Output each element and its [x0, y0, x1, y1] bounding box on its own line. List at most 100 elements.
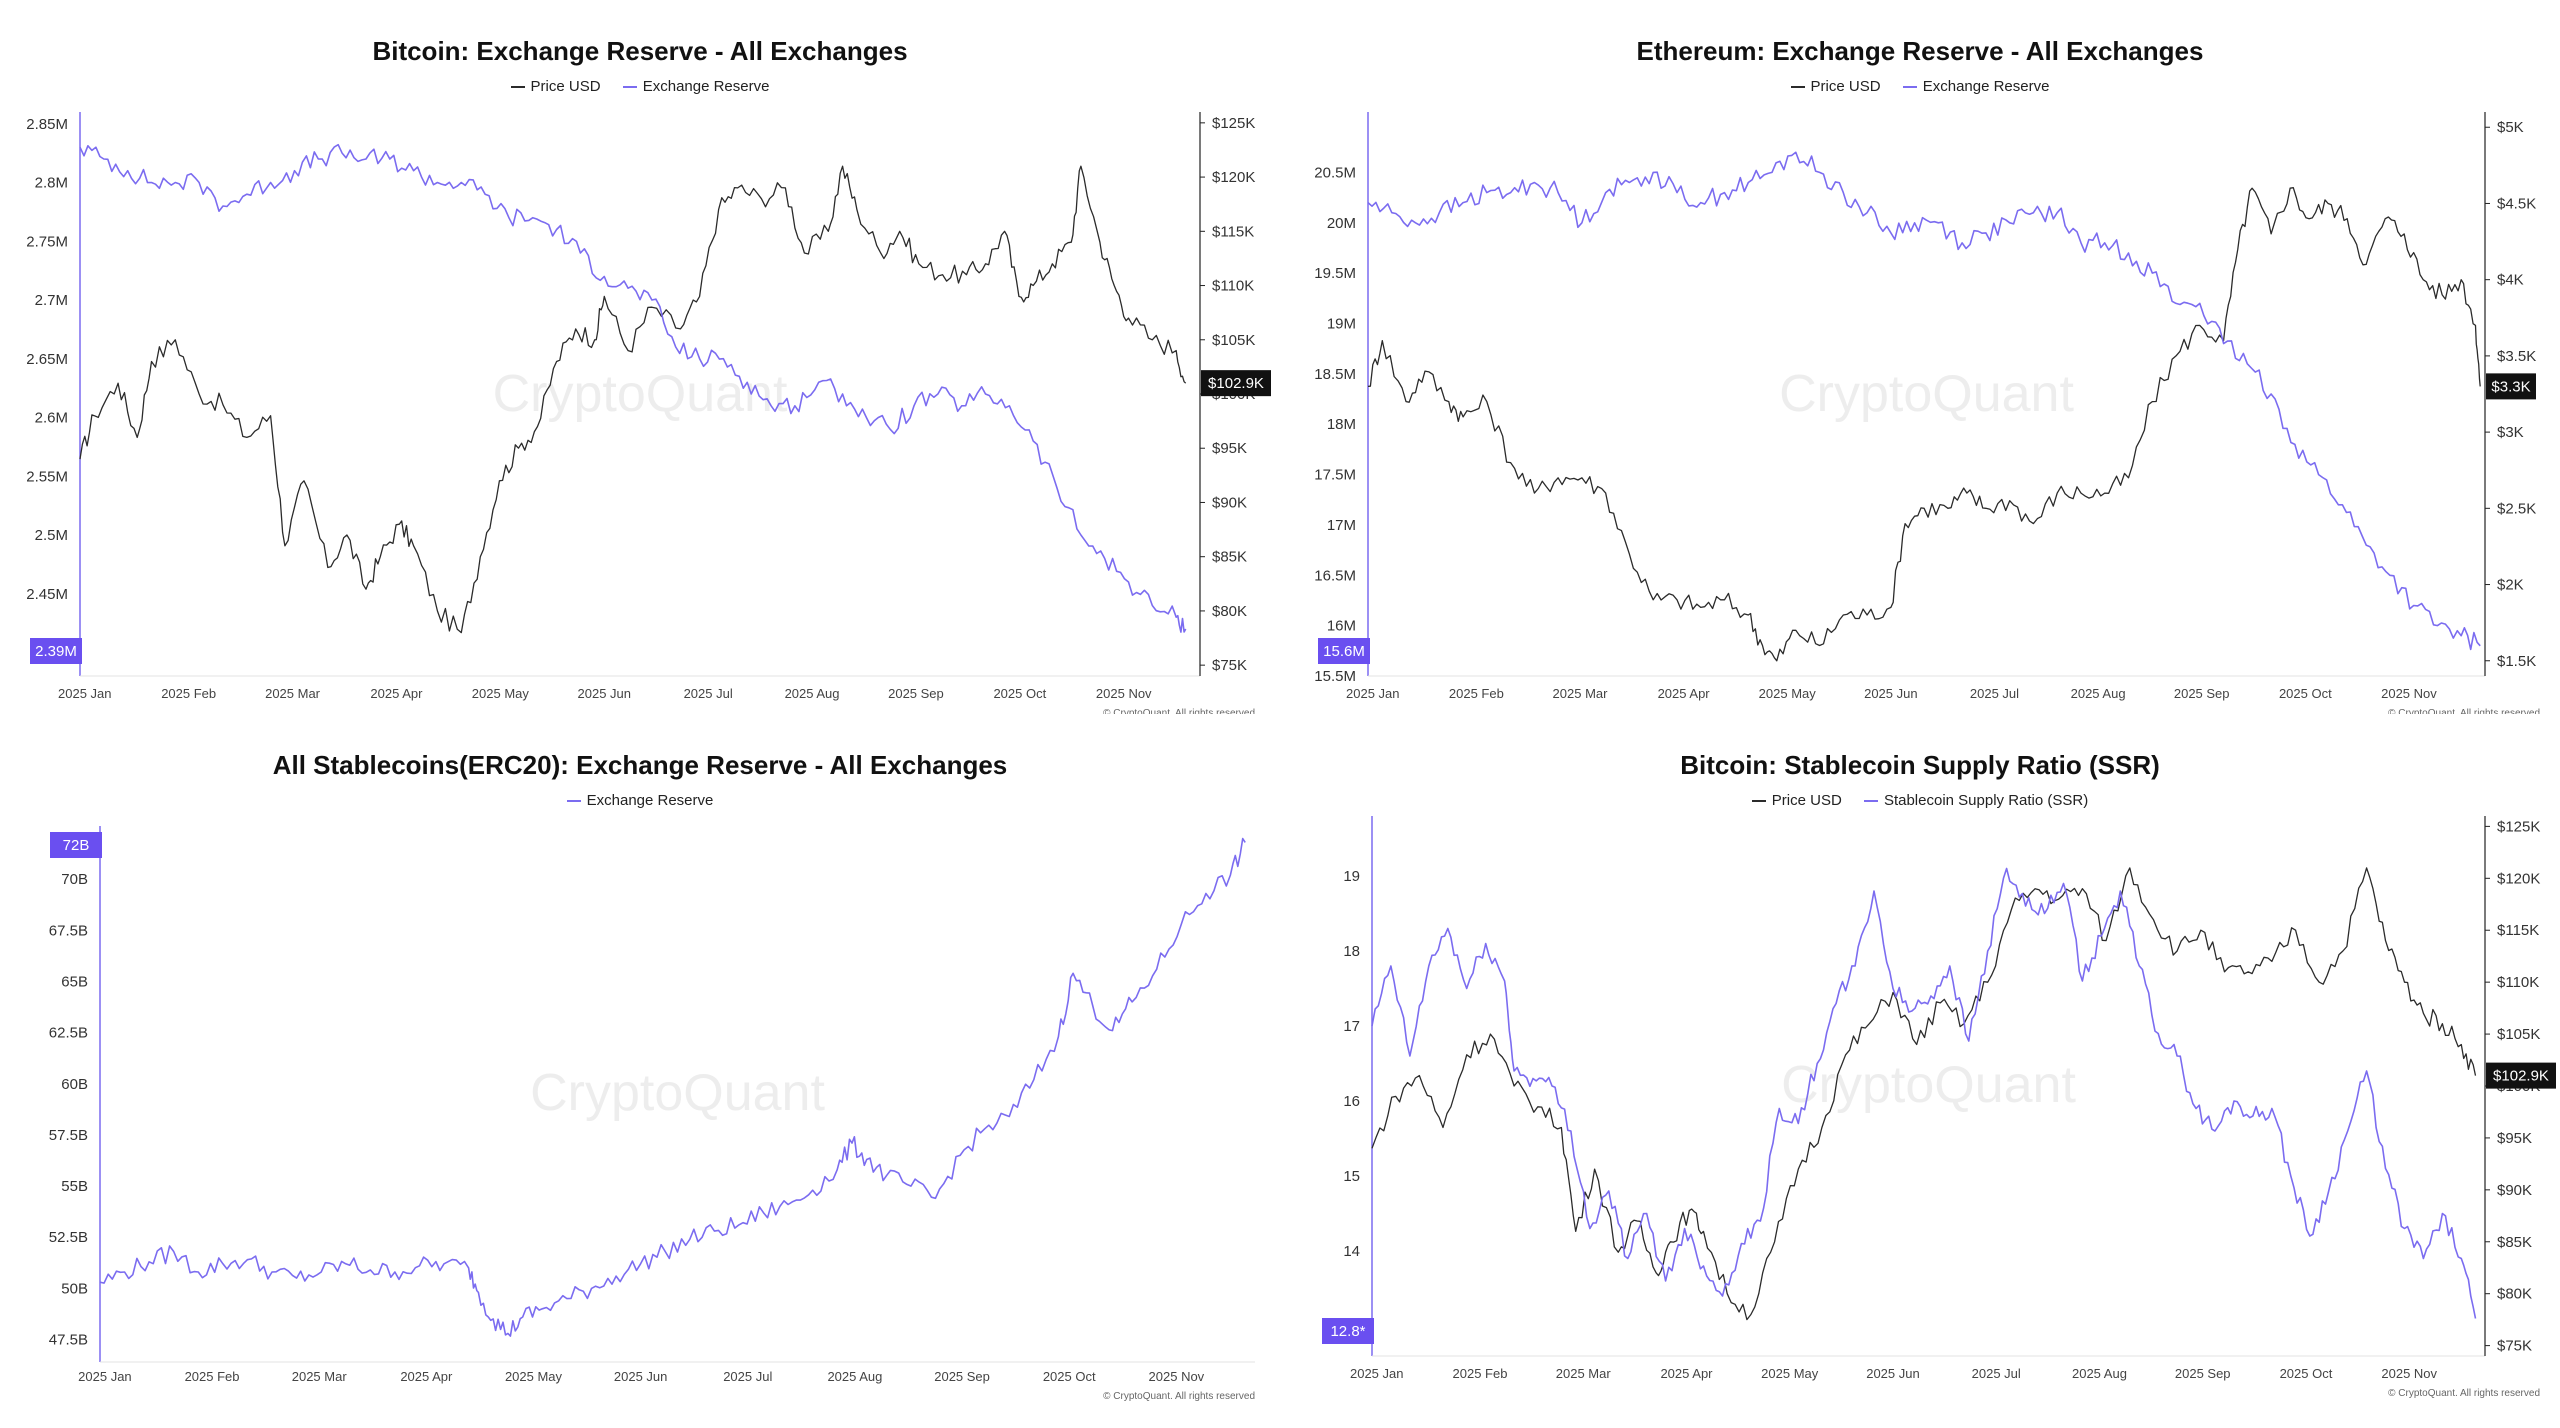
right-tick-label: $115K [1212, 223, 1254, 240]
chart-title: Ethereum: Exchange Reserve - All Exchang… [1636, 36, 2204, 66]
legend-price-usd[interactable]: Price USD [1751, 792, 1842, 809]
right-tick-label: $85K [1212, 549, 1247, 566]
right-tick-label: $80K [2497, 1286, 2532, 1303]
x-tick-label: 2025 Aug [2072, 1366, 2127, 1381]
left-value-badge [1318, 638, 1370, 664]
series-line-price-usd [79, 165, 1187, 634]
right-tick-label: $105K [1212, 332, 1255, 349]
left-tick-label: 19 [1343, 868, 1360, 885]
legend-exchange-reserve[interactable]: Exchange Reserve [566, 792, 713, 809]
series-line-exchange-reserve [99, 837, 1246, 1337]
chart-legend: Price USD Exchange Reserve [0, 78, 1280, 95]
chart-panel-ssr: Bitcoin: Stablecoin Supply Ratio (SSR) P… [1280, 714, 2560, 1428]
x-tick-label: 2025 Oct [1043, 1369, 1096, 1384]
chart-panel-stablecoin-reserve: All Stablecoins(ERC20): Exchange Reserve… [0, 714, 1280, 1428]
x-tick-label: 2025 Feb [161, 686, 216, 701]
x-tick-label: 2025 May [472, 686, 530, 701]
left-tick-label: 14 [1343, 1243, 1360, 1260]
left-tick-label: 2.55M [26, 468, 68, 485]
x-tick-label: 2025 Jul [723, 1369, 772, 1384]
left-value-badge-text: 2.39M [35, 643, 77, 660]
chart-panel-eth-reserve: Ethereum: Exchange Reserve - All Exchang… [1280, 0, 2560, 714]
x-tick-label: 2025 May [505, 1369, 563, 1384]
right-value-badge [1201, 370, 1271, 397]
series-line-exchange-reserve [79, 143, 1187, 633]
x-tick-label: 2025 Mar [1553, 686, 1609, 701]
x-tick-label: 2025 Sep [888, 686, 944, 701]
right-tick-label: $95K [2497, 1130, 2532, 1147]
x-tick-label: 2025 May [1759, 686, 1817, 701]
legend-price-usd[interactable]: Price USD [510, 78, 601, 95]
x-tick-label: 2025 Jul [684, 686, 733, 701]
right-tick-label: $115K [2497, 922, 2539, 939]
left-tick-label: 19.5M [1314, 265, 1356, 282]
x-tick-label: 2025 Aug [2071, 686, 2126, 701]
x-tick-label: 2025 Mar [265, 686, 321, 701]
left-tick-label: 19M [1327, 316, 1356, 333]
copyright: © CryptoQuant. All rights reserved [2388, 1388, 2540, 1399]
x-tick-label: 2025 Jul [1970, 686, 2019, 701]
chart-legend: Exchange Reserve [0, 792, 1280, 809]
right-tick-label: $110K [2497, 974, 2539, 991]
chart-title: All Stablecoins(ERC20): Exchange Reserve… [272, 750, 1008, 780]
x-tick-label: 2025 Oct [993, 686, 1046, 701]
legend-exchange-reserve[interactable]: Exchange Reserve [1902, 78, 2049, 95]
series-line-stablecoin-supply-ratio-ssr- [1371, 867, 2477, 1319]
left-tick-label: 65B [61, 973, 88, 990]
x-tick-label: 2025 Apr [370, 686, 423, 701]
x-tick-label: 2025 Feb [1449, 686, 1504, 701]
right-value-badge [2486, 373, 2536, 400]
stablecoin-reserve-chart: CryptoQuant7270B67.5B65B62.5B60B57.5B55B… [49, 826, 1255, 1402]
watermark: CryptoQuant [1781, 1056, 2076, 1114]
watermark: CryptoQuant [1779, 365, 2074, 423]
right-tick-label: $80K [1212, 603, 1247, 620]
x-tick-label: 2025 Mar [1556, 1366, 1612, 1381]
left-tick-label: 62.5B [49, 1025, 88, 1042]
left-value-badge [1322, 1318, 1374, 1344]
right-tick-label: $5K [2497, 119, 2524, 136]
left-tick-label: 20M [1327, 215, 1356, 232]
left-tick-label: 2.75M [26, 233, 68, 250]
x-tick-label: 2025 Jun [1866, 1366, 1920, 1381]
x-tick-label: 2025 Sep [2175, 1366, 2231, 1381]
legend-price-usd[interactable]: Price USD [1790, 78, 1881, 95]
x-tick-label: 2025 Nov [2381, 686, 2437, 701]
left-value-badge-text: 15.6M [1323, 643, 1365, 660]
x-tick-label: 2025 Oct [2280, 1366, 2333, 1381]
left-tick-label: 2.6M [35, 410, 68, 427]
right-tick-label: $75K [2497, 1338, 2532, 1355]
right-tick-label: $110K [1212, 278, 1254, 295]
right-tick-label: $85K [2497, 1234, 2532, 1251]
right-tick-label: $95K [1212, 440, 1247, 457]
left-tick-label: 57.5B [49, 1127, 88, 1144]
left-tick-label: 16.5M [1314, 567, 1356, 584]
x-tick-label: 2025 Jan [78, 1369, 132, 1384]
left-tick-label: 2.7M [35, 292, 68, 309]
x-tick-label: 2025 Sep [2174, 686, 2230, 701]
right-value-badge-text: $3.3K [2491, 378, 2530, 395]
left-tick-label: 2.85M [26, 116, 68, 133]
legend-ssr[interactable]: Stablecoin Supply Ratio (SSR) [1863, 792, 2088, 809]
watermark: CryptoQuant [530, 1064, 825, 1122]
copyright: © CryptoQuant. All rights reserved [1103, 708, 1255, 714]
right-tick-label: $105K [2497, 1026, 2540, 1043]
right-tick-label: $1.5K [2497, 653, 2536, 670]
left-tick-label: 67.5B [49, 922, 88, 939]
x-tick-label: 2025 Jan [58, 686, 112, 701]
right-tick-label: $75K [1212, 657, 1247, 674]
x-tick-label: 2025 May [1761, 1366, 1819, 1381]
left-tick-label: 2.45M [26, 586, 68, 603]
left-tick-label: 17.5M [1314, 467, 1356, 484]
eth-reserve-chart: CryptoQuant 20.5M 20M 19.5M 19M 18.5M 18M 17.5M… [1314, 112, 2540, 714]
left-tick-label: 47.5B [49, 1331, 88, 1348]
legend-exchange-reserve[interactable]: Exchange Reserve [622, 78, 769, 95]
right-tick-label: $125K [1212, 115, 1255, 132]
chart-legend: Price USD Stablecoin Supply Ratio (SSR) [1280, 792, 2560, 809]
left-tick-label: 16M [1327, 618, 1356, 635]
left-tick-label: 17 [1343, 1018, 1360, 1035]
x-tick-label: 2025 Feb [1453, 1366, 1508, 1381]
left-tick-label: 55B [61, 1178, 88, 1195]
series-line-price-usd [1371, 867, 2477, 1321]
right-tick-label: $3K [2497, 424, 2524, 441]
x-tick-label: 2025 Jul [1972, 1366, 2021, 1381]
